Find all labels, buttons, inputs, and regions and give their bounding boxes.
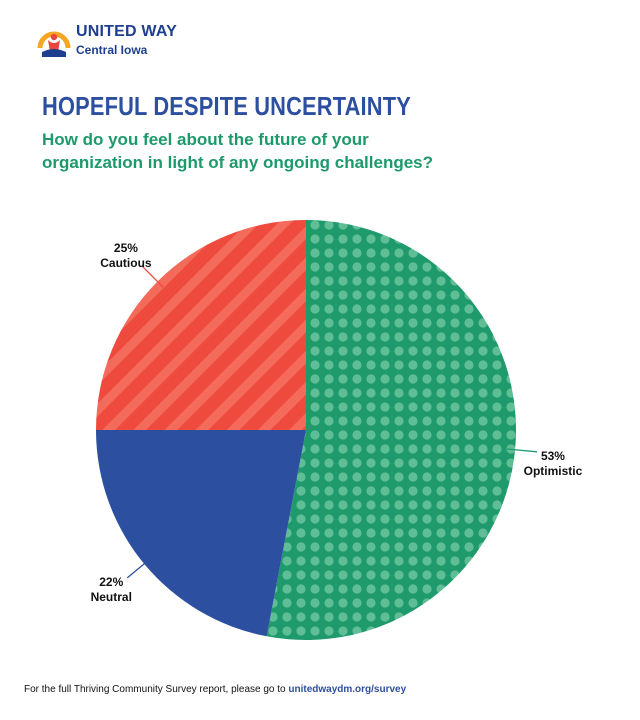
logo: UNITED WAY Central Iowa — [36, 20, 196, 64]
page-title: HOPEFUL DESPITE UNCERTAINTY — [42, 91, 411, 121]
survey-link[interactable]: unitedwaydm.org/survey — [288, 684, 407, 695]
leader-line-neutral — [126, 558, 151, 579]
leader-line-cautious — [141, 265, 164, 288]
logo-name: UNITED WAY — [76, 23, 177, 40]
slice-value-neutral: 22% — [99, 575, 123, 589]
pie-slice-optimistic — [266, 220, 516, 640]
footer: For the full Thriving Community Survey r… — [24, 684, 406, 695]
pie-slice-cautious — [96, 220, 306, 430]
pie-slice-neutral — [96, 430, 306, 637]
subtitle-line-1: How do you feel about the future of your — [42, 130, 369, 149]
leader-line-optimistic — [507, 448, 538, 453]
logo-subtitle: Central Iowa — [76, 43, 148, 57]
chart-subtitle: How do you feel about the future of your… — [42, 128, 602, 174]
united-way-hand-rainbow-icon — [37, 31, 71, 57]
subtitle-line-2: organization in light of any ongoing cha… — [42, 153, 433, 172]
pie-chart: 53%Optimistic 22%Neutral 25%Cautious — [91, 220, 583, 640]
slice-value-optimistic: 53% — [541, 449, 565, 463]
slice-value-cautious: 25% — [114, 241, 138, 255]
slice-label-neutral: Neutral — [91, 590, 132, 604]
footer-text: For the full Thriving Community Survey r… — [24, 684, 289, 695]
slice-label-cautious: Cautious — [100, 256, 152, 270]
slice-label-optimistic: Optimistic — [524, 464, 583, 478]
